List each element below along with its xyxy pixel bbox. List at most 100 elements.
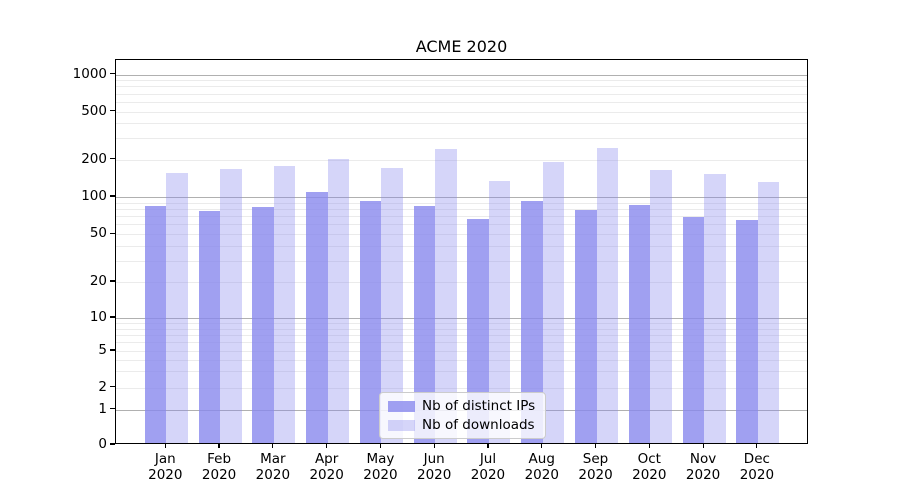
x-tick-label-jun: Jun 2020 bbox=[417, 451, 452, 483]
bar-jul-distinct-ips bbox=[467, 219, 489, 443]
y-tick-mark bbox=[110, 158, 115, 160]
y-tick-mark bbox=[110, 443, 115, 445]
legend-item-downloads: Nb of downloads bbox=[388, 417, 537, 433]
minor-gridline bbox=[116, 282, 807, 283]
minor-gridline bbox=[116, 123, 807, 125]
bar-aug-distinct-ips bbox=[521, 200, 543, 443]
bar-aug-downloads bbox=[542, 162, 565, 443]
minor-gridline bbox=[116, 209, 807, 210]
y-tick-label: 200 bbox=[81, 150, 107, 167]
bar-mar-distinct-ips bbox=[252, 207, 274, 443]
minor-gridline bbox=[116, 159, 807, 161]
bar-oct-downloads bbox=[650, 169, 672, 443]
legend: Nb of distinct IPs Nb of downloads bbox=[379, 392, 546, 439]
x-tick-mark bbox=[433, 444, 435, 448]
bar-may-downloads bbox=[381, 167, 403, 443]
x-tick-mark bbox=[756, 444, 758, 448]
minor-gridline bbox=[116, 342, 807, 344]
x-tick-label-jan: Jan 2020 bbox=[148, 451, 183, 483]
minor-gridline bbox=[116, 328, 807, 330]
x-tick-label-apr: Apr 2020 bbox=[309, 451, 344, 483]
minor-gridline bbox=[116, 245, 807, 247]
bar-jun-distinct-ips bbox=[413, 205, 436, 443]
y-tick-label: 1000 bbox=[72, 65, 107, 82]
y-tick-label: 1 bbox=[98, 400, 107, 417]
x-tick-mark bbox=[272, 444, 274, 448]
x-tick-label-mar: Mar 2020 bbox=[255, 451, 291, 483]
bar-apr-distinct-ips bbox=[306, 191, 328, 443]
legend-swatch-distinct-ips bbox=[388, 400, 415, 412]
bar-sep-distinct-ips bbox=[575, 210, 597, 443]
x-tick-mark bbox=[648, 444, 650, 448]
legend-swatch-downloads bbox=[388, 419, 415, 431]
bar-feb-downloads bbox=[220, 169, 242, 443]
minor-gridline bbox=[116, 334, 807, 336]
y-tick-label: 50 bbox=[89, 225, 107, 242]
minor-gridline bbox=[116, 101, 807, 103]
minor-gridline bbox=[116, 234, 807, 236]
minor-gridline bbox=[116, 86, 807, 88]
legend-item-distinct-ips: Nb of distinct IPs bbox=[388, 398, 537, 414]
x-tick-label-dec: Dec 2020 bbox=[739, 451, 775, 483]
minor-gridline bbox=[116, 371, 807, 373]
x-tick-label-sep: Sep 2020 bbox=[578, 451, 613, 483]
y-tick-mark bbox=[110, 110, 115, 112]
x-tick-mark bbox=[702, 444, 704, 448]
y-tick-label: 0 bbox=[98, 436, 107, 452]
bar-jul-downloads bbox=[488, 180, 511, 443]
bar-mar-downloads bbox=[273, 166, 296, 443]
bar-apr-downloads bbox=[327, 159, 350, 443]
y-tick-mark bbox=[110, 280, 115, 282]
bar-may-distinct-ips bbox=[359, 200, 382, 443]
minor-gridline bbox=[116, 216, 807, 218]
y-tick-mark bbox=[110, 385, 115, 388]
minor-gridline bbox=[116, 80, 807, 82]
minor-gridline bbox=[116, 111, 807, 113]
bar-dec-downloads bbox=[757, 181, 780, 443]
y-tick-mark bbox=[110, 195, 115, 197]
plot-area bbox=[115, 59, 808, 444]
x-tick-mark bbox=[487, 444, 489, 448]
bar-jan-downloads bbox=[166, 173, 188, 443]
y-tick-label: 500 bbox=[81, 102, 107, 119]
bar-feb-distinct-ips bbox=[198, 211, 221, 443]
x-tick-mark bbox=[379, 444, 381, 448]
y-tick-mark bbox=[110, 316, 115, 318]
minor-gridline bbox=[116, 224, 807, 226]
chart-title: ACME 2020 bbox=[415, 37, 508, 56]
y-tick-mark bbox=[110, 232, 115, 234]
minor-gridline bbox=[116, 202, 807, 204]
x-tick-mark bbox=[326, 444, 328, 448]
x-tick-label-nov: Nov 2020 bbox=[685, 451, 721, 483]
bar-jan-distinct-ips bbox=[144, 205, 167, 443]
bar-sep-downloads bbox=[596, 148, 619, 443]
major-gridline bbox=[116, 318, 807, 319]
y-tick-label: 2 bbox=[98, 378, 107, 395]
legend-label-distinct-ips: Nb of distinct IPs bbox=[422, 398, 536, 414]
x-tick-label-feb: Feb 2020 bbox=[201, 451, 237, 483]
x-tick-mark bbox=[218, 444, 220, 448]
x-tick-mark bbox=[541, 444, 543, 448]
x-tick-label-aug: Aug 2020 bbox=[524, 451, 559, 483]
minor-gridline bbox=[116, 260, 807, 262]
minor-gridline bbox=[116, 351, 807, 352]
x-tick-label-may: May 2020 bbox=[363, 451, 398, 483]
y-tick-label: 100 bbox=[81, 188, 107, 204]
x-tick-label-oct: Oct 2020 bbox=[632, 451, 667, 483]
minor-gridline bbox=[116, 359, 807, 361]
major-gridline bbox=[116, 74, 807, 76]
major-gridline bbox=[116, 197, 807, 198]
y-tick-mark bbox=[110, 72, 115, 75]
minor-gridline bbox=[116, 387, 807, 389]
x-tick-label-jul: Jul 2020 bbox=[470, 451, 506, 483]
x-tick-mark bbox=[594, 444, 597, 448]
bar-nov-downloads bbox=[704, 174, 726, 443]
y-tick-label: 20 bbox=[89, 273, 107, 289]
legend-label-downloads: Nb of downloads bbox=[422, 417, 535, 433]
bar-jun-downloads bbox=[435, 149, 457, 443]
minor-gridline bbox=[116, 138, 807, 140]
bar-dec-distinct-ips bbox=[736, 219, 758, 443]
bar-nov-distinct-ips bbox=[682, 216, 705, 443]
minor-gridline bbox=[116, 93, 807, 95]
